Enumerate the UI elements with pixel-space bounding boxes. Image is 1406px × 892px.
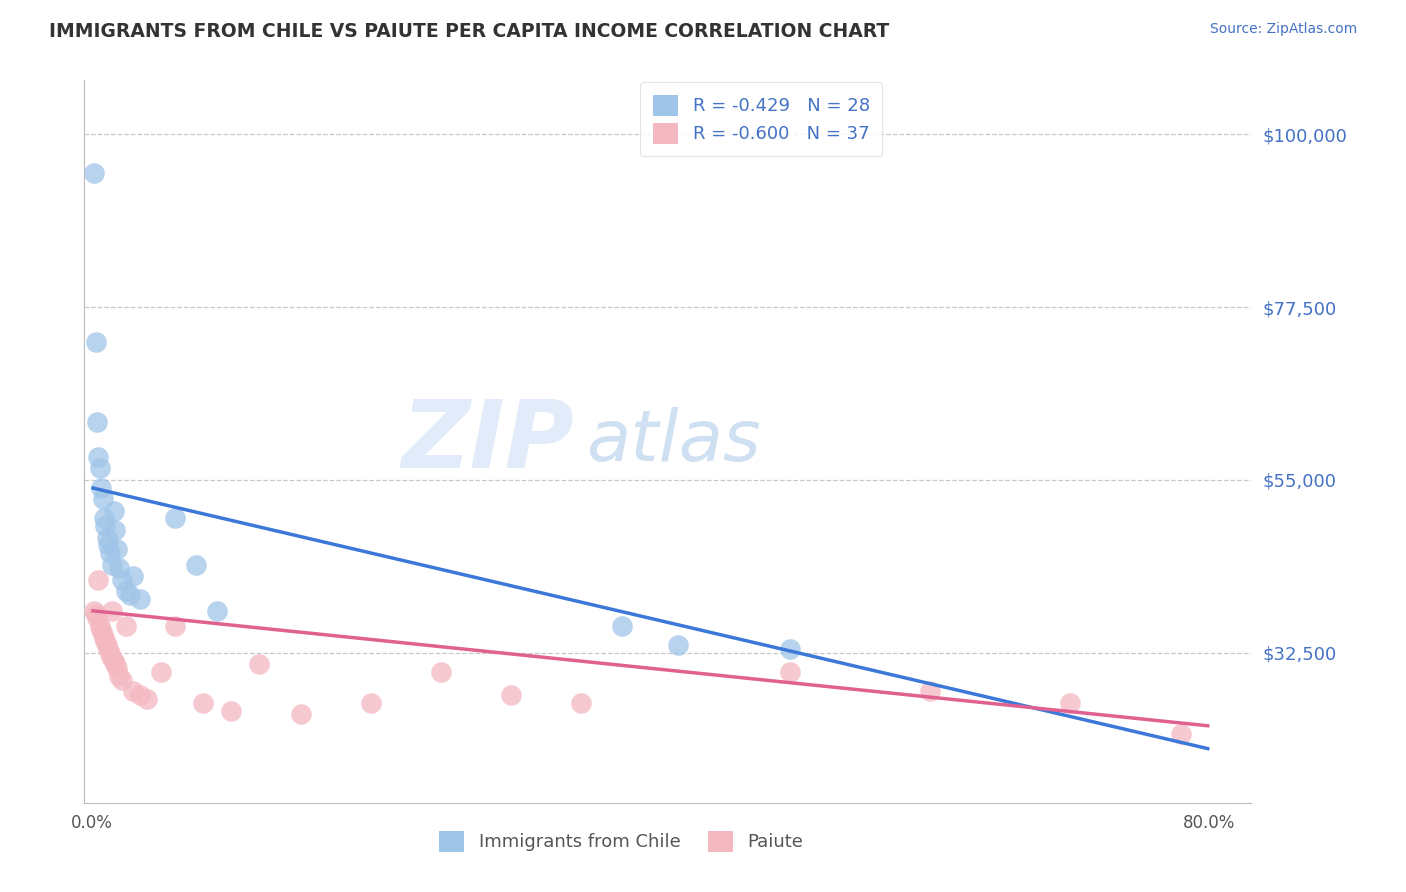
Point: [93, 631, 115, 645]
Point: [666, 638, 689, 652]
Point: [165, 511, 187, 525]
Point: [84, 607, 107, 622]
Text: atlas: atlas: [586, 407, 761, 476]
Point: [111, 573, 134, 587]
Point: [499, 688, 522, 702]
Point: [105, 542, 128, 557]
Point: [98, 646, 121, 660]
Point: [86, 611, 108, 625]
Point: [104, 523, 127, 537]
Point: [94, 519, 117, 533]
Text: Source: ZipAtlas.com: Source: ZipAtlas.com: [1209, 22, 1357, 37]
Point: [129, 688, 152, 702]
Point: [103, 504, 125, 518]
Point: [129, 592, 152, 607]
Point: [91, 492, 114, 507]
Point: [918, 684, 941, 698]
Point: [90, 623, 112, 637]
Point: [91, 626, 114, 640]
Point: [612, 619, 634, 633]
Point: [111, 673, 134, 687]
Point: [122, 569, 145, 583]
Point: [97, 538, 120, 552]
Point: [89, 619, 111, 633]
Point: [89, 461, 111, 475]
Point: [104, 657, 127, 672]
Point: [191, 696, 214, 710]
Point: [105, 661, 128, 675]
Point: [219, 704, 242, 718]
Point: [90, 481, 112, 495]
Point: [108, 669, 131, 683]
Point: [83, 165, 105, 179]
Point: [429, 665, 451, 680]
Point: [1059, 696, 1081, 710]
Point: [86, 415, 108, 429]
Legend: Immigrants from Chile, Paiute: Immigrants from Chile, Paiute: [432, 823, 810, 859]
Point: [83, 604, 105, 618]
Point: [96, 531, 118, 545]
Point: [115, 619, 138, 633]
Point: [115, 584, 138, 599]
Point: [360, 696, 382, 710]
Text: ZIP: ZIP: [402, 395, 575, 488]
Point: [150, 665, 173, 680]
Point: [94, 634, 117, 648]
Point: [98, 546, 121, 560]
Point: [96, 638, 118, 652]
Point: [84, 334, 107, 349]
Point: [100, 649, 122, 664]
Point: [101, 604, 124, 618]
Point: [165, 619, 187, 633]
Point: [205, 604, 228, 618]
Point: [186, 558, 208, 572]
Point: [290, 707, 312, 722]
Point: [136, 692, 159, 706]
Point: [247, 657, 270, 672]
Point: [101, 558, 124, 572]
Point: [1170, 726, 1192, 740]
Point: [97, 642, 120, 657]
Point: [779, 665, 801, 680]
Text: IMMIGRANTS FROM CHILE VS PAIUTE PER CAPITA INCOME CORRELATION CHART: IMMIGRANTS FROM CHILE VS PAIUTE PER CAPI…: [49, 22, 890, 41]
Point: [87, 450, 110, 464]
Point: [103, 654, 125, 668]
Point: [120, 588, 142, 602]
Point: [122, 684, 145, 698]
Point: [779, 642, 801, 657]
Point: [108, 561, 131, 575]
Point: [87, 573, 110, 587]
Point: [93, 511, 115, 525]
Point: [569, 696, 592, 710]
